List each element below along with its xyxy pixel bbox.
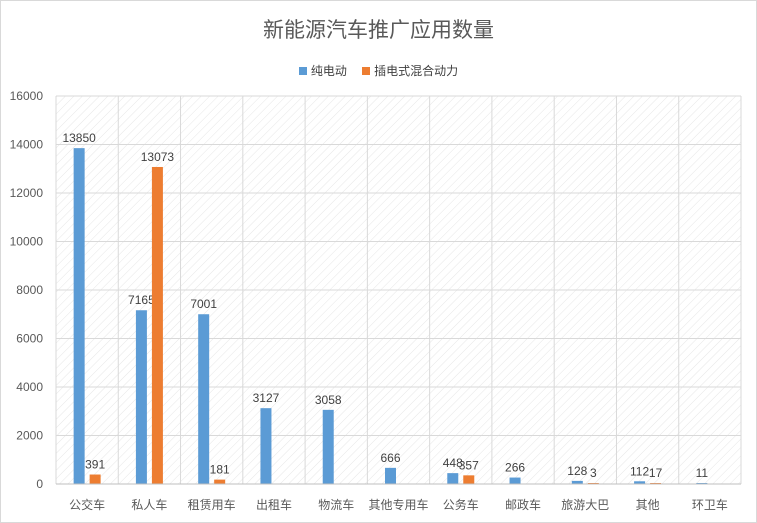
y-tick-label: 10000 xyxy=(10,235,44,249)
bar-series-2 xyxy=(151,166,163,485)
bar-series-1 xyxy=(447,473,459,484)
y-tick-label: 2000 xyxy=(16,429,43,443)
data-label-series-1: 3058 xyxy=(315,393,342,407)
legend-item-series-2: 插电式混合动力 xyxy=(362,62,458,79)
legend-swatch-series-2 xyxy=(362,67,371,75)
x-tick-label: 私人车 xyxy=(131,497,167,512)
bar-series-1 xyxy=(509,477,521,484)
x-tick-label: 邮政车 xyxy=(505,497,541,512)
data-label-series-1: 13850 xyxy=(62,131,96,145)
data-label-series-1: 7001 xyxy=(190,297,217,311)
bar-series-2 xyxy=(89,474,101,484)
data-label-series-2: 357 xyxy=(459,458,479,472)
bar-series-1 xyxy=(571,480,583,484)
y-tick-label: 8000 xyxy=(16,283,43,297)
x-tick-label: 公交车 xyxy=(69,497,105,512)
data-label-series-2: 391 xyxy=(85,458,105,472)
legend-swatch-series-1 xyxy=(298,67,307,75)
y-tick-label: 0 xyxy=(36,477,43,491)
data-label-series-2: 17 xyxy=(649,466,663,480)
bar-series-1 xyxy=(385,467,396,484)
bar-series-1 xyxy=(73,148,85,484)
y-axis: 0 2000 4000 6000 8000 10000 12000 14000 16000 xyxy=(10,89,44,491)
data-label-series-1: 448 xyxy=(443,456,463,470)
x-axis: 公交车 私人车 租赁用车 出租车 物流车 其他专用车 公务车 邮政车 旅游大巴 其他 环卫车 xyxy=(56,483,741,512)
bar-series-1 xyxy=(634,481,646,484)
x-tick-label: 租赁用车 xyxy=(188,497,236,512)
bar-series-2 xyxy=(463,475,475,484)
data-label-series-2: 13073 xyxy=(141,150,175,164)
bar-series-1 xyxy=(322,409,334,484)
data-label-series-1: 666 xyxy=(380,451,400,465)
x-tick-label: 其他专用车 xyxy=(368,497,428,512)
y-tick-label: 14000 xyxy=(10,138,44,152)
y-tick-label: 16000 xyxy=(10,89,44,103)
x-tick-label: 旅游大巴 xyxy=(561,498,609,512)
legend-item-series-1: 纯电动 xyxy=(298,62,347,79)
data-label-series-1: 7165 xyxy=(128,293,155,307)
data-label-series-1: 128 xyxy=(567,464,587,478)
data-label-series-1: 266 xyxy=(505,461,525,475)
bar-series-1 xyxy=(260,408,272,484)
x-tick-label: 物流车 xyxy=(318,497,354,512)
data-label-series-1: 11 xyxy=(696,466,709,480)
data-label-series-2: 181 xyxy=(210,463,230,477)
data-label-series-2: 3 xyxy=(590,466,597,480)
y-tick-label: 4000 xyxy=(16,380,43,394)
x-tick-label: 公务车 xyxy=(443,497,479,512)
bar-series-1 xyxy=(198,314,210,484)
bar-series-1 xyxy=(135,310,147,484)
chart-title: 新能源汽车推广应用数量 xyxy=(263,19,494,42)
y-tick-label: 6000 xyxy=(16,332,43,346)
legend: 纯电动 插电式混合动力 xyxy=(0,62,757,79)
x-tick-label: 出租车 xyxy=(256,497,292,512)
data-label-series-1: 112 xyxy=(630,464,649,478)
y-tick-label: 12000 xyxy=(10,186,44,200)
bars: 13850 7165 7001 3127 3058 666 448 266 128 112 11 39… xyxy=(62,131,709,485)
legend-label-series-1: 纯电动 xyxy=(310,64,347,78)
x-tick-label: 环卫车 xyxy=(692,497,728,512)
x-tick-label: 其他 xyxy=(636,498,660,512)
legend-label-series-2: 插电式混合动力 xyxy=(374,64,459,78)
bar-series-2 xyxy=(214,479,226,484)
data-label-series-1: 3127 xyxy=(253,391,280,405)
